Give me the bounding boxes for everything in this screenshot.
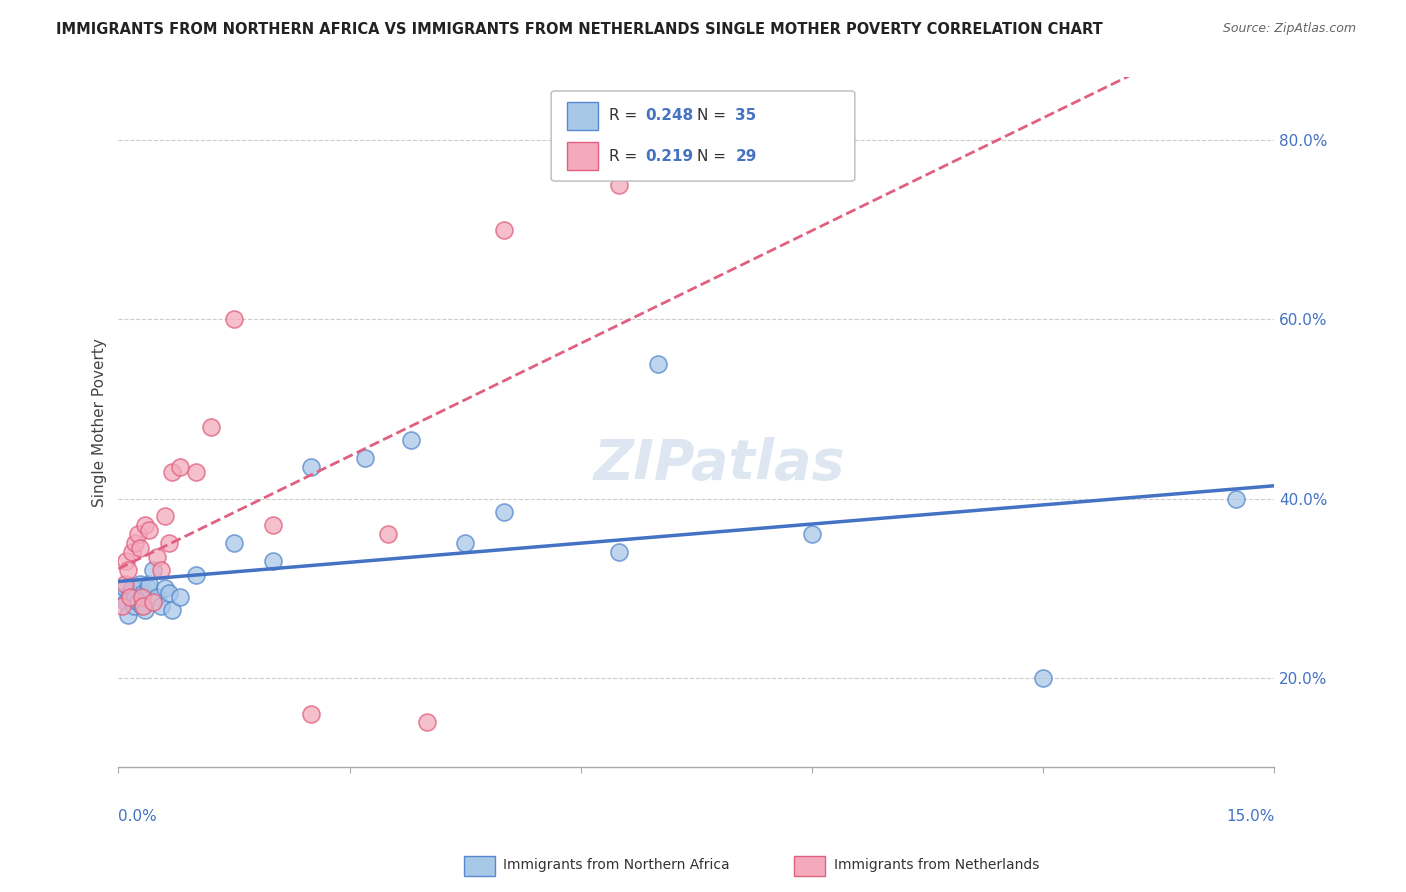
- Point: [134, 518, 156, 533]
- Point: [162, 465, 184, 479]
- Point: [415, 715, 437, 730]
- Point: [801, 527, 824, 541]
- Point: [131, 599, 153, 613]
- Point: [492, 223, 515, 237]
- Point: [647, 357, 669, 371]
- Point: [132, 599, 155, 613]
- Point: [222, 536, 245, 550]
- Point: [115, 594, 138, 608]
- Text: 0.0%: 0.0%: [118, 809, 157, 823]
- Point: [114, 581, 136, 595]
- Point: [138, 576, 160, 591]
- Point: [262, 554, 284, 568]
- Point: [134, 603, 156, 617]
- Point: [299, 460, 322, 475]
- Point: [124, 536, 146, 550]
- Point: [132, 585, 155, 599]
- Text: Source: ZipAtlas.com: Source: ZipAtlas.com: [1223, 22, 1357, 36]
- Text: Immigrants from Northern Africa: Immigrants from Northern Africa: [503, 858, 730, 872]
- Point: [184, 567, 207, 582]
- Text: N =: N =: [697, 149, 731, 163]
- Point: [114, 576, 136, 591]
- Point: [111, 590, 134, 604]
- Point: [222, 312, 245, 326]
- Text: ZIPatlas: ZIPatlas: [593, 437, 845, 491]
- Point: [299, 706, 322, 721]
- Point: [492, 505, 515, 519]
- Point: [609, 545, 631, 559]
- Point: [377, 527, 399, 541]
- Y-axis label: Single Mother Poverty: Single Mother Poverty: [93, 338, 107, 507]
- Text: 0.248: 0.248: [645, 109, 693, 123]
- Text: 29: 29: [735, 149, 756, 163]
- Point: [153, 581, 176, 595]
- Point: [162, 603, 184, 617]
- Point: [117, 607, 139, 622]
- Point: [1032, 671, 1054, 685]
- Point: [121, 581, 143, 595]
- Point: [153, 509, 176, 524]
- Point: [401, 434, 423, 448]
- Text: R =: R =: [609, 149, 643, 163]
- Point: [127, 594, 149, 608]
- Point: [118, 585, 141, 599]
- Point: [122, 599, 145, 613]
- Point: [149, 599, 172, 613]
- Point: [1225, 491, 1247, 506]
- Point: [129, 541, 152, 555]
- Point: [169, 590, 191, 604]
- Point: [111, 599, 134, 613]
- Point: [118, 590, 141, 604]
- Point: [136, 581, 159, 595]
- Point: [184, 465, 207, 479]
- Point: [131, 590, 153, 604]
- Point: [200, 420, 222, 434]
- Text: N =: N =: [697, 109, 731, 123]
- Point: [149, 563, 172, 577]
- Text: Immigrants from Netherlands: Immigrants from Netherlands: [834, 858, 1039, 872]
- Text: R =: R =: [609, 109, 643, 123]
- Point: [124, 590, 146, 604]
- Point: [138, 523, 160, 537]
- Point: [454, 536, 477, 550]
- Point: [354, 451, 377, 466]
- Point: [146, 549, 169, 564]
- Text: 35: 35: [735, 109, 756, 123]
- Point: [142, 594, 165, 608]
- Point: [142, 563, 165, 577]
- Point: [609, 178, 631, 192]
- Point: [262, 518, 284, 533]
- Point: [115, 554, 138, 568]
- Point: [129, 576, 152, 591]
- Text: 15.0%: 15.0%: [1226, 809, 1274, 823]
- Point: [169, 460, 191, 475]
- Point: [117, 563, 139, 577]
- Text: IMMIGRANTS FROM NORTHERN AFRICA VS IMMIGRANTS FROM NETHERLANDS SINGLE MOTHER POV: IMMIGRANTS FROM NORTHERN AFRICA VS IMMIG…: [56, 22, 1102, 37]
- Point: [146, 590, 169, 604]
- Point: [121, 545, 143, 559]
- Point: [157, 585, 180, 599]
- Point: [127, 527, 149, 541]
- Text: 0.219: 0.219: [645, 149, 693, 163]
- Point: [157, 536, 180, 550]
